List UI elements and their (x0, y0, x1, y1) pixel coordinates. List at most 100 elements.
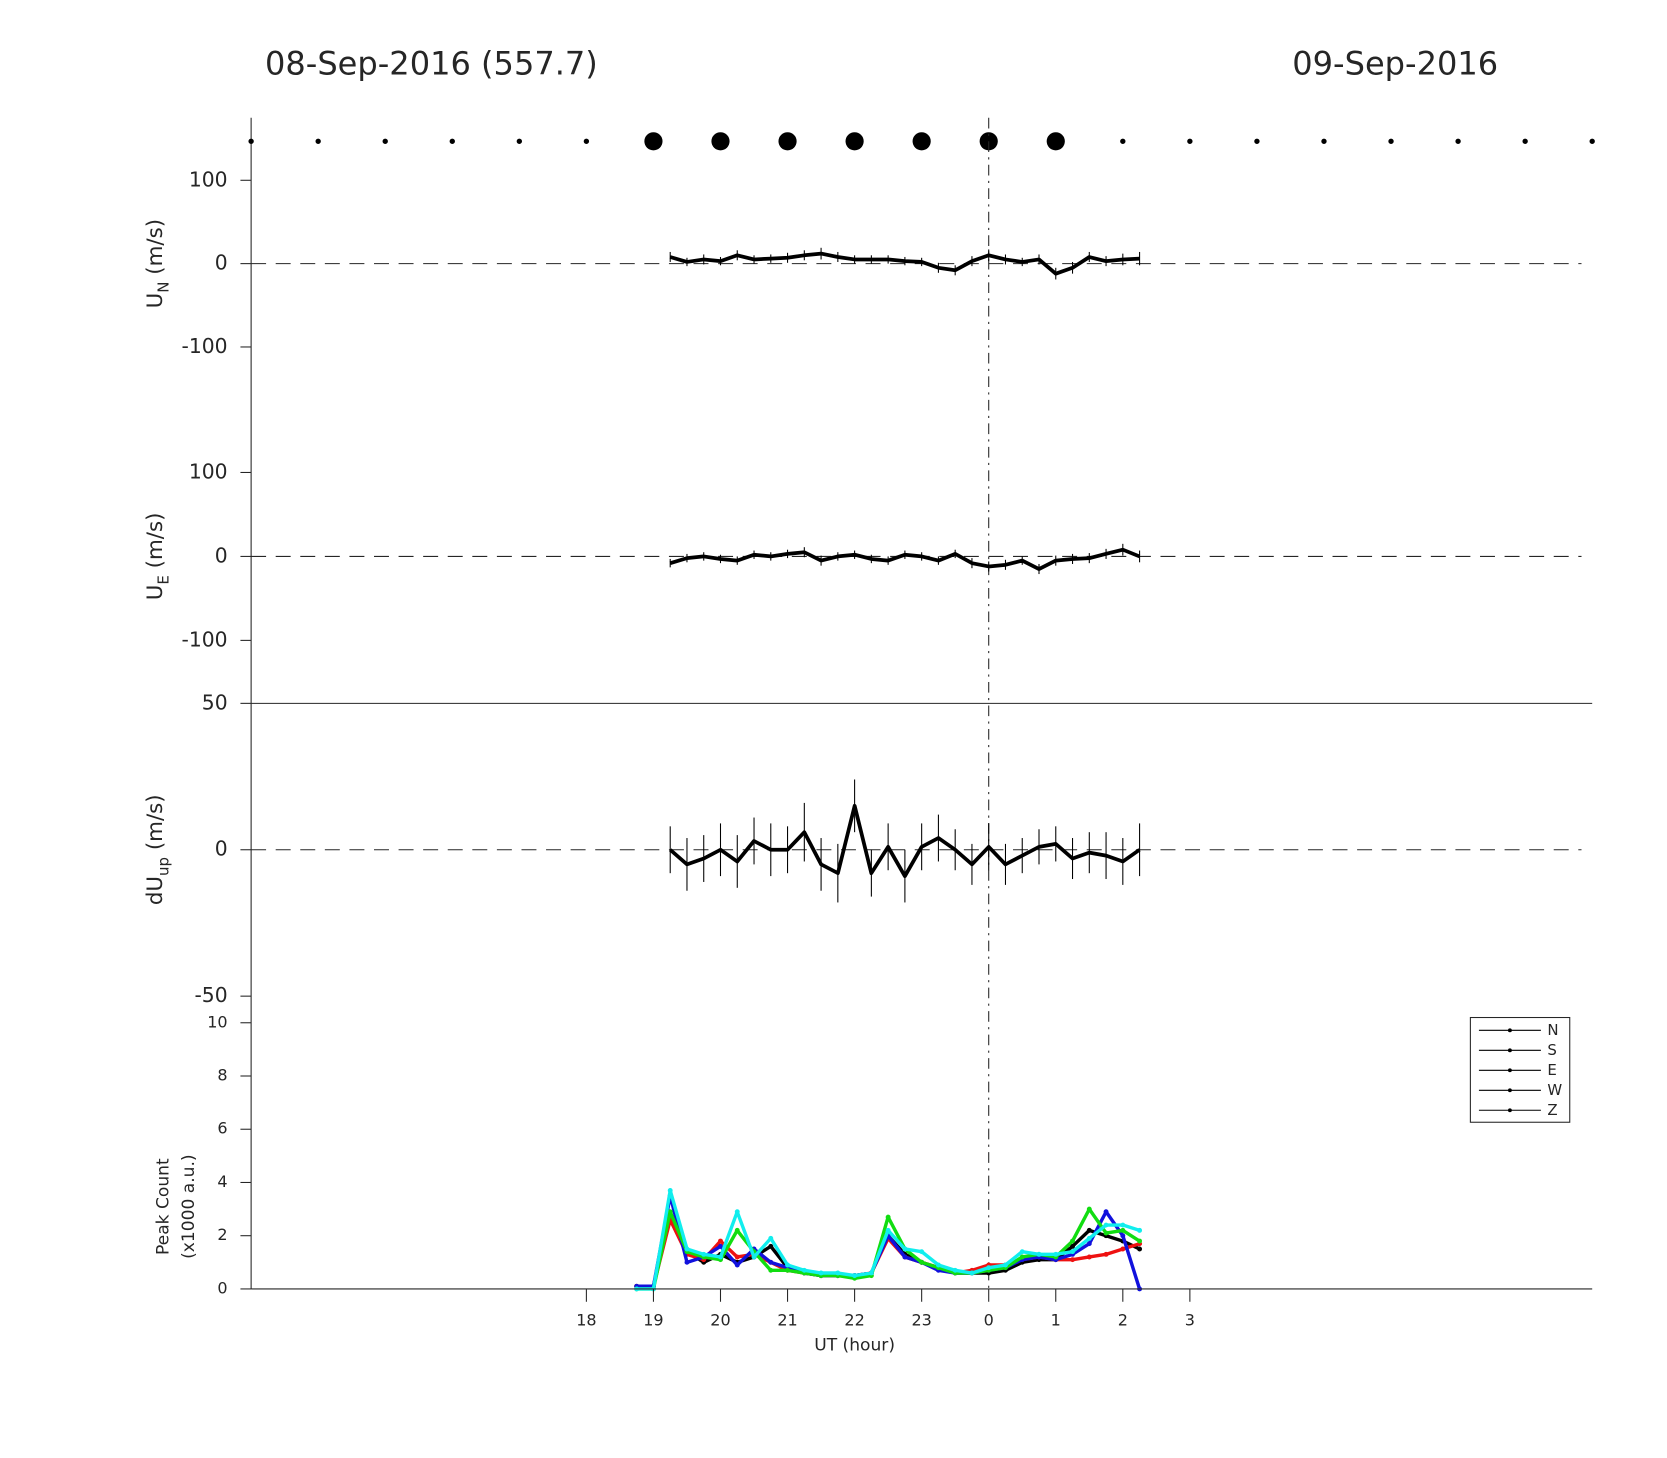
hour-marker (1455, 138, 1461, 144)
data-line (636, 1194, 1142, 1290)
x-tick-label: 18 (576, 1310, 596, 1329)
x-tick-label: 23 (911, 1310, 931, 1329)
y-tick-label: 100 (189, 459, 228, 483)
data-point (734, 1254, 740, 1260)
data-point (902, 1254, 908, 1260)
data-point (919, 1259, 925, 1265)
data-point (684, 1246, 690, 1252)
legend-label: W (1547, 1081, 1562, 1099)
data-point (868, 1270, 874, 1276)
hour-marker (248, 138, 254, 144)
y-tick-label: 6 (217, 1119, 227, 1138)
right-title: 09-Sep-2016 (1292, 44, 1498, 82)
data-point (1086, 1241, 1092, 1247)
legend-dot (1507, 1048, 1512, 1053)
data-point (718, 1243, 723, 1249)
data-point (1070, 1249, 1075, 1255)
night-marker (912, 132, 931, 151)
hour-marker (583, 138, 590, 144)
y-label-sub: E (154, 575, 172, 584)
y-tick-label: -100 (182, 627, 228, 651)
data-point (1120, 1233, 1126, 1239)
y-label-unit: (m/s) (143, 513, 168, 576)
data-point (969, 1270, 975, 1276)
y-tick-label: 4 (217, 1172, 227, 1191)
data-point (1019, 1249, 1025, 1255)
x-tick-label: 3 (1185, 1310, 1195, 1329)
data-point (801, 1267, 807, 1273)
data-point (919, 1249, 925, 1255)
data-line (668, 803, 1141, 879)
y-label-unit: (m/s) (143, 794, 168, 857)
y-axis-label: (x1000 a.u.) (179, 1154, 199, 1258)
x-tick-label: 20 (710, 1310, 730, 1329)
hour-marker (1522, 138, 1528, 144)
y-axis-label: UE (m/s) (143, 513, 172, 601)
data-point (1036, 1251, 1042, 1257)
legend-label: E (1547, 1061, 1556, 1079)
data-point (1086, 1254, 1092, 1260)
y-tick-label: 2 (217, 1225, 227, 1244)
y-label-sub: N (154, 282, 172, 293)
data-point (684, 1259, 690, 1265)
data-point (667, 1209, 673, 1215)
data-point (1120, 1246, 1126, 1252)
data-point (885, 1214, 891, 1220)
data-point (1070, 1243, 1075, 1249)
data-point (1103, 1230, 1109, 1236)
data-point (1053, 1251, 1059, 1257)
data-point (734, 1227, 740, 1233)
x-tick-label: 19 (643, 1310, 663, 1329)
data-point (902, 1246, 908, 1252)
data-point (1137, 1238, 1143, 1244)
y-label-main: dU (143, 876, 168, 905)
y-label-main: U (143, 585, 168, 601)
hour-marker (1187, 138, 1193, 144)
data-point (1086, 1227, 1092, 1233)
legend-dot (1507, 1108, 1512, 1113)
data-point (986, 1265, 992, 1271)
hour-marker (382, 138, 388, 144)
y-axis-label: Peak Count (153, 1158, 173, 1255)
data-point (768, 1243, 774, 1249)
data-point (1103, 1222, 1109, 1228)
data-point (718, 1254, 723, 1260)
data-point (818, 1270, 824, 1276)
data-point (952, 1267, 958, 1273)
data-point (935, 1262, 941, 1268)
data-point (768, 1267, 774, 1273)
data-point (734, 1209, 740, 1215)
data-point (1086, 1235, 1092, 1241)
y-tick-label: 0 (215, 251, 228, 275)
data-point (1120, 1222, 1126, 1228)
data-point (1103, 1251, 1109, 1257)
y-tick-label: -100 (182, 334, 228, 358)
night-marker (711, 132, 730, 151)
data-point (785, 1262, 791, 1268)
left-title: 08-Sep-2016 (557.7) (265, 44, 598, 82)
hour-marker (1388, 138, 1394, 144)
y-axis-label: dUup (m/s) (143, 794, 172, 905)
data-point (885, 1227, 891, 1233)
legend-dot (1507, 1088, 1512, 1093)
data-point (785, 1267, 791, 1273)
data-point (1019, 1254, 1025, 1260)
hour-marker (449, 138, 455, 144)
night-marker (845, 132, 864, 151)
y-label-sub: up (154, 857, 172, 876)
y-tick-label: 50 (202, 690, 228, 714)
data-line (669, 251, 1140, 276)
hour-marker (1321, 138, 1327, 144)
y-tick-label: 100 (189, 167, 228, 191)
y-tick-label: 8 (217, 1066, 227, 1085)
data-point (768, 1235, 774, 1241)
data-point (1137, 1227, 1143, 1233)
data-point (718, 1238, 723, 1244)
data-point (1120, 1227, 1126, 1233)
x-tick-label: 2 (1118, 1310, 1128, 1329)
data-point (701, 1251, 707, 1257)
data-point (1070, 1257, 1075, 1263)
y-tick-label: 10 (207, 1012, 227, 1031)
y-label-unit: (m/s) (143, 219, 168, 282)
